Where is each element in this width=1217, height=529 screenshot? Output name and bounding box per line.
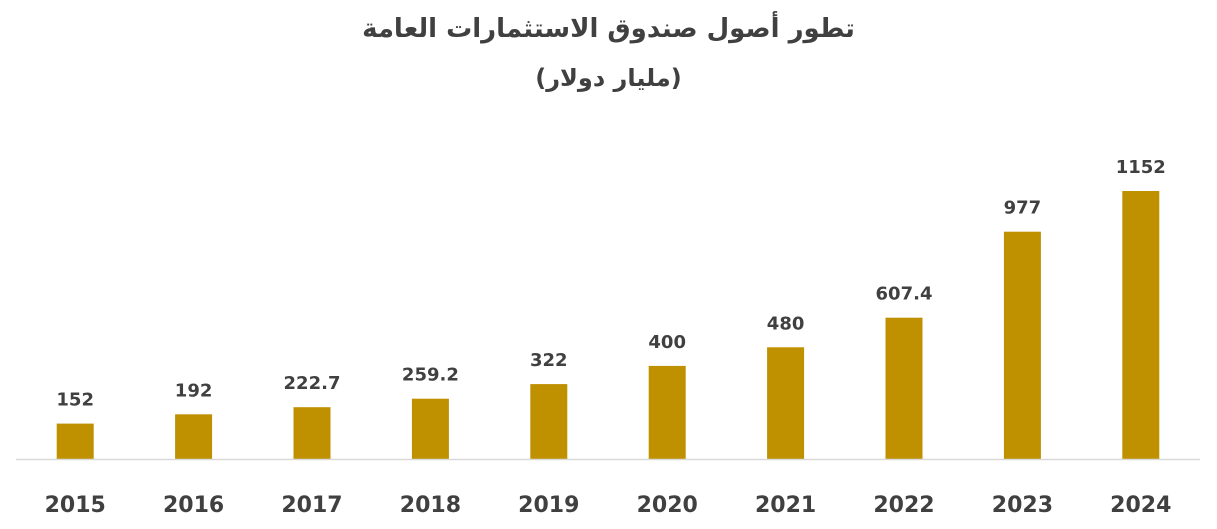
value-label-2023: 977 (1004, 198, 1042, 219)
bar-2020 (648, 365, 686, 459)
bar-2021 (767, 347, 805, 459)
bars-layer (56, 191, 1160, 459)
bar-2015 (56, 423, 94, 459)
x-tick-label-2017: 2017 (281, 493, 342, 518)
x-tick-labels-layer: 2015 2016 2017 2018 2019 2020 2021 2022 2023 2024 (45, 493, 1172, 518)
x-tick-label-2021: 2021 (755, 493, 816, 518)
x-tick-label-2023: 2023 (992, 493, 1053, 518)
value-label-2018: 259.2 (402, 365, 459, 386)
bar-2024 (1122, 191, 1160, 459)
bar-2018 (411, 398, 449, 459)
bar-2022 (885, 317, 923, 459)
value-labels-layer: 152 192 222.7 259.2 322 400 480 607.4 977 1152 (56, 157, 1165, 411)
bar-2017 (293, 407, 331, 459)
bar-2016 (175, 414, 213, 459)
x-tick-label-2022: 2022 (873, 493, 934, 518)
x-tick-label-2016: 2016 (163, 493, 224, 518)
value-label-2020: 400 (648, 332, 686, 353)
value-label-2016: 192 (175, 380, 213, 401)
x-tick-label-2024: 2024 (1110, 493, 1171, 518)
value-label-2015: 152 (56, 390, 94, 411)
value-label-2021: 480 (767, 313, 805, 334)
x-tick-label-2019: 2019 (518, 493, 579, 518)
value-label-2024: 1152 (1116, 157, 1166, 178)
x-tick-label-2018: 2018 (400, 493, 461, 518)
chart-title: تطور أصول صندوق الاستثمارات العامة (362, 14, 855, 44)
chart-subtitle: (مليار دولار) (535, 64, 682, 92)
x-tick-label-2020: 2020 (637, 493, 698, 518)
x-tick-label-2015: 2015 (45, 493, 106, 518)
bar-2019 (530, 384, 568, 459)
value-label-2022: 607.4 (876, 284, 933, 305)
value-label-2019: 322 (530, 350, 568, 371)
value-label-2017: 222.7 (284, 373, 341, 394)
bar-2023 (1003, 231, 1041, 459)
